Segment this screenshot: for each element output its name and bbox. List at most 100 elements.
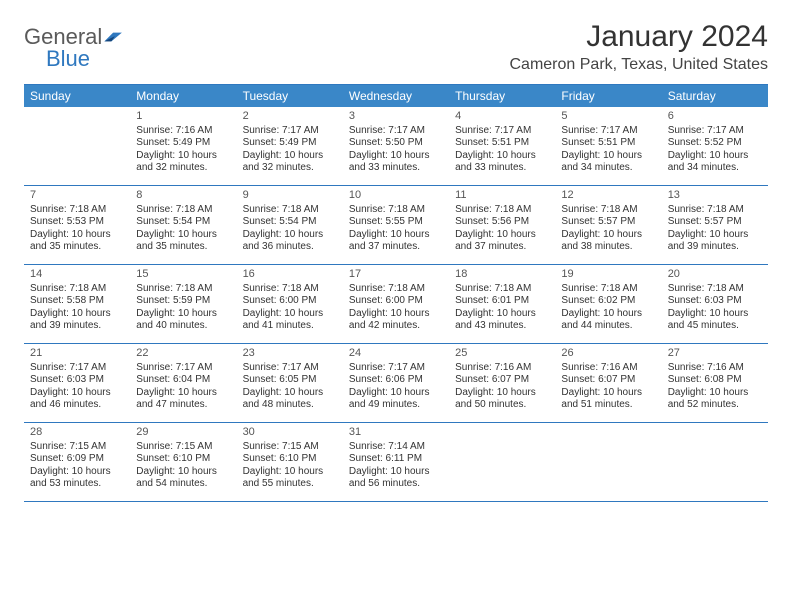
day-daylight: Daylight: 10 hours and 32 minutes. (136, 150, 230, 175)
day-number: 14 (30, 268, 124, 282)
brand-logo: GeneralBlue (24, 20, 124, 70)
day-sunrise: Sunrise: 7:17 AM (349, 362, 443, 375)
calendar-page: GeneralBlue January 2024 Cameron Park, T… (0, 0, 792, 522)
day-sunset: Sunset: 5:59 PM (136, 295, 230, 308)
day-of-week-header: Sunday Monday Tuesday Wednesday Thursday… (24, 85, 768, 107)
day-daylight: Daylight: 10 hours and 47 minutes. (136, 387, 230, 412)
day-cell: 9Sunrise: 7:18 AMSunset: 5:54 PMDaylight… (237, 186, 343, 264)
day-sunset: Sunset: 5:54 PM (136, 216, 230, 229)
day-daylight: Daylight: 10 hours and 51 minutes. (561, 387, 655, 412)
dow-sunday: Sunday (24, 85, 130, 107)
day-sunset: Sunset: 6:04 PM (136, 374, 230, 387)
day-cell: 10Sunrise: 7:18 AMSunset: 5:55 PMDayligh… (343, 186, 449, 264)
day-number: 29 (136, 426, 230, 440)
day-daylight: Daylight: 10 hours and 35 minutes. (30, 229, 124, 254)
day-sunset: Sunset: 6:10 PM (243, 453, 337, 466)
day-sunrise: Sunrise: 7:17 AM (136, 362, 230, 375)
day-number: 16 (243, 268, 337, 282)
day-cell: 7Sunrise: 7:18 AMSunset: 5:53 PMDaylight… (24, 186, 130, 264)
day-daylight: Daylight: 10 hours and 33 minutes. (455, 150, 549, 175)
day-daylight: Daylight: 10 hours and 49 minutes. (349, 387, 443, 412)
day-sunset: Sunset: 5:49 PM (136, 137, 230, 150)
day-cell: 26Sunrise: 7:16 AMSunset: 6:07 PMDayligh… (555, 344, 661, 422)
day-number: 25 (455, 347, 549, 361)
day-sunset: Sunset: 6:03 PM (668, 295, 762, 308)
day-daylight: Daylight: 10 hours and 40 minutes. (136, 308, 230, 333)
day-sunrise: Sunrise: 7:17 AM (561, 125, 655, 138)
day-cell: 21Sunrise: 7:17 AMSunset: 6:03 PMDayligh… (24, 344, 130, 422)
day-number: 27 (668, 347, 762, 361)
day-daylight: Daylight: 10 hours and 36 minutes. (243, 229, 337, 254)
day-sunset: Sunset: 5:51 PM (455, 137, 549, 150)
day-daylight: Daylight: 10 hours and 34 minutes. (668, 150, 762, 175)
day-sunset: Sunset: 5:53 PM (30, 216, 124, 229)
day-sunset: Sunset: 6:02 PM (561, 295, 655, 308)
title-block: January 2024 Cameron Park, Texas, United… (510, 20, 769, 74)
day-sunrise: Sunrise: 7:18 AM (136, 204, 230, 217)
day-number: 20 (668, 268, 762, 282)
day-cell: 30Sunrise: 7:15 AMSunset: 6:10 PMDayligh… (237, 423, 343, 501)
day-sunrise: Sunrise: 7:18 AM (561, 283, 655, 296)
day-cell: 18Sunrise: 7:18 AMSunset: 6:01 PMDayligh… (449, 265, 555, 343)
day-cell: 6Sunrise: 7:17 AMSunset: 5:52 PMDaylight… (662, 107, 768, 185)
day-daylight: Daylight: 10 hours and 45 minutes. (668, 308, 762, 333)
day-daylight: Daylight: 10 hours and 56 minutes. (349, 466, 443, 491)
day-sunset: Sunset: 6:11 PM (349, 453, 443, 466)
day-sunset: Sunset: 5:52 PM (668, 137, 762, 150)
week-row: 21Sunrise: 7:17 AMSunset: 6:03 PMDayligh… (24, 344, 768, 423)
day-sunset: Sunset: 5:57 PM (668, 216, 762, 229)
dow-thursday: Thursday (449, 85, 555, 107)
day-cell: 20Sunrise: 7:18 AMSunset: 6:03 PMDayligh… (662, 265, 768, 343)
day-daylight: Daylight: 10 hours and 37 minutes. (455, 229, 549, 254)
day-sunrise: Sunrise: 7:18 AM (455, 283, 549, 296)
day-number: 5 (561, 110, 655, 124)
day-daylight: Daylight: 10 hours and 39 minutes. (30, 308, 124, 333)
week-row: 28Sunrise: 7:15 AMSunset: 6:09 PMDayligh… (24, 423, 768, 502)
day-number: 31 (349, 426, 443, 440)
dow-wednesday: Wednesday (343, 85, 449, 107)
day-number: 17 (349, 268, 443, 282)
day-number: 30 (243, 426, 337, 440)
day-sunset: Sunset: 6:06 PM (349, 374, 443, 387)
day-sunrise: Sunrise: 7:15 AM (243, 441, 337, 454)
day-sunrise: Sunrise: 7:17 AM (243, 362, 337, 375)
day-sunset: Sunset: 5:54 PM (243, 216, 337, 229)
day-cell: 1Sunrise: 7:16 AMSunset: 5:49 PMDaylight… (130, 107, 236, 185)
day-cell: 4Sunrise: 7:17 AMSunset: 5:51 PMDaylight… (449, 107, 555, 185)
day-sunrise: Sunrise: 7:18 AM (30, 204, 124, 217)
brand-part2: Blue (46, 48, 90, 70)
day-sunrise: Sunrise: 7:18 AM (668, 204, 762, 217)
day-sunrise: Sunrise: 7:18 AM (455, 204, 549, 217)
day-sunset: Sunset: 6:00 PM (243, 295, 337, 308)
flag-icon (104, 30, 124, 44)
day-number: 18 (455, 268, 549, 282)
day-daylight: Daylight: 10 hours and 48 minutes. (243, 387, 337, 412)
day-sunrise: Sunrise: 7:16 AM (561, 362, 655, 375)
day-sunset: Sunset: 6:05 PM (243, 374, 337, 387)
day-sunrise: Sunrise: 7:16 AM (136, 125, 230, 138)
day-cell (662, 423, 768, 501)
calendar-grid: Sunday Monday Tuesday Wednesday Thursday… (24, 84, 768, 502)
day-cell (555, 423, 661, 501)
day-cell: 3Sunrise: 7:17 AMSunset: 5:50 PMDaylight… (343, 107, 449, 185)
day-sunset: Sunset: 5:50 PM (349, 137, 443, 150)
day-cell: 24Sunrise: 7:17 AMSunset: 6:06 PMDayligh… (343, 344, 449, 422)
day-sunset: Sunset: 6:01 PM (455, 295, 549, 308)
day-cell: 22Sunrise: 7:17 AMSunset: 6:04 PMDayligh… (130, 344, 236, 422)
day-number: 11 (455, 189, 549, 203)
day-sunrise: Sunrise: 7:16 AM (455, 362, 549, 375)
day-cell: 11Sunrise: 7:18 AMSunset: 5:56 PMDayligh… (449, 186, 555, 264)
day-daylight: Daylight: 10 hours and 32 minutes. (243, 150, 337, 175)
day-number: 10 (349, 189, 443, 203)
day-sunset: Sunset: 6:00 PM (349, 295, 443, 308)
day-sunrise: Sunrise: 7:17 AM (349, 125, 443, 138)
day-number: 23 (243, 347, 337, 361)
day-number: 12 (561, 189, 655, 203)
day-daylight: Daylight: 10 hours and 41 minutes. (243, 308, 337, 333)
day-sunrise: Sunrise: 7:15 AM (136, 441, 230, 454)
day-number: 21 (30, 347, 124, 361)
month-title: January 2024 (510, 20, 769, 54)
day-number: 8 (136, 189, 230, 203)
header: GeneralBlue January 2024 Cameron Park, T… (24, 20, 768, 74)
day-number: 19 (561, 268, 655, 282)
